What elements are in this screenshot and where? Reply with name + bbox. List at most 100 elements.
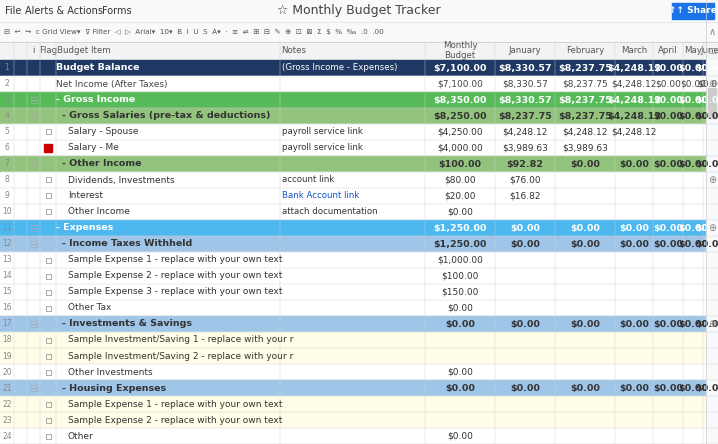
Text: 7: 7 <box>4 159 9 169</box>
Bar <box>45 369 50 374</box>
Text: $150.00: $150.00 <box>442 288 479 297</box>
Text: February: February <box>566 46 604 55</box>
Text: $0.00: $0.00 <box>680 79 706 88</box>
Bar <box>706 42 718 60</box>
Bar <box>45 194 50 198</box>
Bar <box>706 204 718 220</box>
Text: attach documentation: attach documentation <box>282 207 378 217</box>
Text: $4,248.12: $4,248.12 <box>607 63 661 72</box>
Bar <box>30 161 37 167</box>
Text: File: File <box>5 6 22 16</box>
Text: $0.00: $0.00 <box>678 239 708 249</box>
Text: $0.00: $0.00 <box>447 368 473 377</box>
Bar <box>45 274 50 278</box>
Text: Other: Other <box>68 432 94 440</box>
Text: $0.00: $0.00 <box>696 159 718 169</box>
Text: $8,237.75: $8,237.75 <box>558 111 612 120</box>
Bar <box>0 364 706 380</box>
Text: Sample Expense 2 - replace with your own text: Sample Expense 2 - replace with your own… <box>68 271 282 281</box>
Text: $4,248.12: $4,248.12 <box>607 95 661 104</box>
Text: $0.00: $0.00 <box>570 239 600 249</box>
Text: $0.00: $0.00 <box>445 384 475 392</box>
Bar <box>706 396 718 412</box>
Bar <box>45 305 50 310</box>
Bar <box>0 140 706 156</box>
Text: Sample Expense 3 - replace with your own text: Sample Expense 3 - replace with your own… <box>68 288 282 297</box>
Bar <box>0 204 706 220</box>
Text: $0.00: $0.00 <box>619 384 649 392</box>
Bar <box>0 396 706 412</box>
Text: $8,237.75: $8,237.75 <box>558 95 612 104</box>
Text: Sample Expense 1 - replace with your own text: Sample Expense 1 - replace with your own… <box>68 400 282 408</box>
Text: 9: 9 <box>4 191 9 201</box>
Text: $0.00: $0.00 <box>696 111 718 120</box>
Text: $8,330.57: $8,330.57 <box>498 63 551 72</box>
Text: $0.00: $0.00 <box>510 239 540 249</box>
Text: $0.00: $0.00 <box>619 159 649 169</box>
Text: - Housing Expenses: - Housing Expenses <box>62 384 166 392</box>
Text: $0.00: $0.00 <box>678 111 708 120</box>
Text: $0.00: $0.00 <box>653 63 683 72</box>
Bar <box>706 412 718 428</box>
Bar <box>706 348 718 364</box>
Text: $0.00: $0.00 <box>678 95 708 104</box>
Text: 3: 3 <box>4 95 9 104</box>
Text: i: i <box>32 46 34 55</box>
Bar <box>708 87 716 118</box>
Text: $0.00: $0.00 <box>447 304 473 313</box>
Text: $8,250.00: $8,250.00 <box>433 111 487 120</box>
Bar <box>45 433 50 439</box>
Text: $0.00: $0.00 <box>510 384 540 392</box>
Text: 23: 23 <box>2 416 11 424</box>
Text: (Gross Income - Expenses): (Gross Income - Expenses) <box>282 63 397 72</box>
Text: payroll service link: payroll service link <box>282 127 363 136</box>
Text: $0.00: $0.00 <box>696 320 718 329</box>
Text: Other Tax: Other Tax <box>68 304 111 313</box>
Bar <box>0 236 706 252</box>
Text: 4: 4 <box>4 111 9 120</box>
Text: 1: 1 <box>4 63 9 72</box>
Text: $4,248.12: $4,248.12 <box>611 127 657 136</box>
Text: Other Investments: Other Investments <box>68 368 153 377</box>
Text: $100.00: $100.00 <box>439 159 482 169</box>
Bar <box>706 364 718 380</box>
Bar <box>706 60 718 444</box>
Bar <box>45 417 50 423</box>
Text: $0.00: $0.00 <box>570 384 600 392</box>
Text: ⊕: ⊕ <box>708 319 716 329</box>
Text: ⊕: ⊕ <box>708 79 716 89</box>
Text: Sample Investment/Saving 1 - replace with your r: Sample Investment/Saving 1 - replace wit… <box>68 336 294 345</box>
Text: $3,989.63: $3,989.63 <box>562 143 608 152</box>
Text: 8: 8 <box>4 175 9 185</box>
Text: $3,989.63: $3,989.63 <box>502 143 548 152</box>
Bar <box>706 252 718 268</box>
Text: $4,250.00: $4,250.00 <box>437 127 482 136</box>
Text: $0.00: $0.00 <box>678 159 708 169</box>
Text: Budget Item: Budget Item <box>57 46 111 55</box>
Text: $0.00: $0.00 <box>570 223 600 233</box>
Text: $1,000.00: $1,000.00 <box>437 255 483 265</box>
Text: Sample Expense 1 - replace with your own text: Sample Expense 1 - replace with your own… <box>68 255 282 265</box>
Text: $0.00: $0.00 <box>619 223 649 233</box>
Text: $8,237.75: $8,237.75 <box>558 63 612 72</box>
Text: $7,100.00: $7,100.00 <box>437 79 483 88</box>
Text: May: May <box>684 46 702 55</box>
Bar <box>0 188 706 204</box>
Text: $0.00: $0.00 <box>678 320 708 329</box>
Bar <box>0 332 706 348</box>
Bar <box>45 353 50 358</box>
Text: $0.00: $0.00 <box>570 320 600 329</box>
Bar <box>0 300 706 316</box>
Text: - Investments & Savings: - Investments & Savings <box>62 320 192 329</box>
Bar <box>706 236 718 252</box>
Text: March: March <box>621 46 647 55</box>
Text: - Gross Salaries (pre-tax & deductions): - Gross Salaries (pre-tax & deductions) <box>62 111 271 120</box>
Text: ⊟  ↩  ↪  c Grid View▾  ⊽ Filter  ◁  ▷  Arial▾  10▾  B  I  U  S  A▾  ·  ≡  ⇌  ⊞  : ⊟ ↩ ↪ c Grid View▾ ⊽ Filter ◁ ▷ Arial▾ 1… <box>4 29 383 35</box>
Text: $0.00: $0.00 <box>619 239 649 249</box>
Text: payroll service link: payroll service link <box>282 143 363 152</box>
Bar <box>706 380 718 396</box>
Bar <box>30 225 37 231</box>
Text: 16: 16 <box>2 304 11 313</box>
Text: Forms: Forms <box>102 6 131 16</box>
Text: $0.00: $0.00 <box>447 207 473 217</box>
